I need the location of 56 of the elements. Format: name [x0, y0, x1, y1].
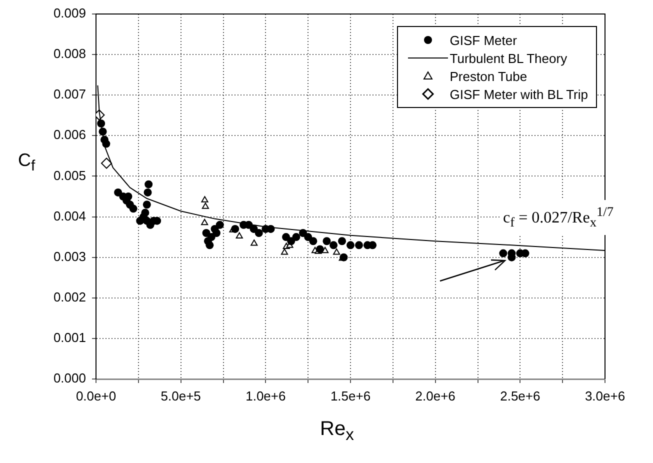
x-tick-label: 5.0e+5	[160, 388, 201, 404]
y-tick-label: 0.004	[53, 208, 86, 224]
x-axis-title: Re$_{x}$	[320, 418, 354, 445]
point	[206, 241, 214, 250]
y-tick-label: 0.000	[53, 370, 86, 386]
point	[309, 237, 318, 246]
point	[202, 229, 210, 237]
y-tick-label: 0.008	[53, 46, 86, 62]
y-tick-label: 0.009	[53, 6, 86, 21]
point	[304, 233, 312, 242]
point	[201, 196, 208, 202]
point	[236, 232, 243, 238]
legend-label: GISF Meter	[450, 32, 517, 48]
point	[142, 200, 151, 209]
y-axis-title: C$_{f}$	[18, 150, 36, 175]
y-tick-label: 0.002	[53, 289, 86, 304]
point	[330, 241, 338, 250]
point	[322, 237, 331, 246]
x-tick-label: 2.5e+6	[500, 388, 540, 404]
point	[114, 188, 122, 196]
legend-label: Turbulent BL Theory	[450, 50, 568, 66]
point	[354, 241, 363, 250]
x-tick-label: 1.0e+6	[246, 388, 286, 404]
y-tick-label: 0.006	[53, 127, 86, 142]
point	[499, 249, 508, 258]
y-tick-label: 0.007	[53, 86, 86, 102]
point	[254, 229, 263, 237]
point	[231, 224, 240, 233]
point	[202, 202, 209, 209]
y-tick-label: 0.001	[53, 330, 86, 346]
x-tick-label: 0.0e+0	[76, 388, 116, 404]
point	[333, 248, 340, 255]
y-tick-label: 0.003	[53, 248, 86, 264]
point	[129, 204, 138, 213]
point	[144, 188, 152, 196]
x-tick-label: 2.0e+6	[415, 388, 456, 404]
point	[338, 237, 346, 246]
point	[201, 218, 208, 226]
point	[292, 233, 300, 242]
point	[368, 241, 377, 250]
point	[212, 229, 220, 237]
x-tick-label: 1.5e+6	[330, 388, 371, 404]
point	[287, 237, 296, 246]
legend-label: GISF Meter with BL Trip	[450, 86, 588, 102]
point	[144, 180, 153, 188]
x-tick-label: 3.0e+6	[584, 388, 626, 404]
legend-label: Preston Tube	[450, 68, 528, 84]
point	[207, 233, 216, 242]
point	[280, 248, 288, 255]
point	[282, 233, 290, 242]
point	[216, 220, 224, 229]
point	[101, 158, 112, 169]
point	[346, 241, 354, 250]
y-tick-label: 0.005	[53, 168, 86, 183]
point	[141, 208, 150, 217]
point	[250, 240, 258, 246]
